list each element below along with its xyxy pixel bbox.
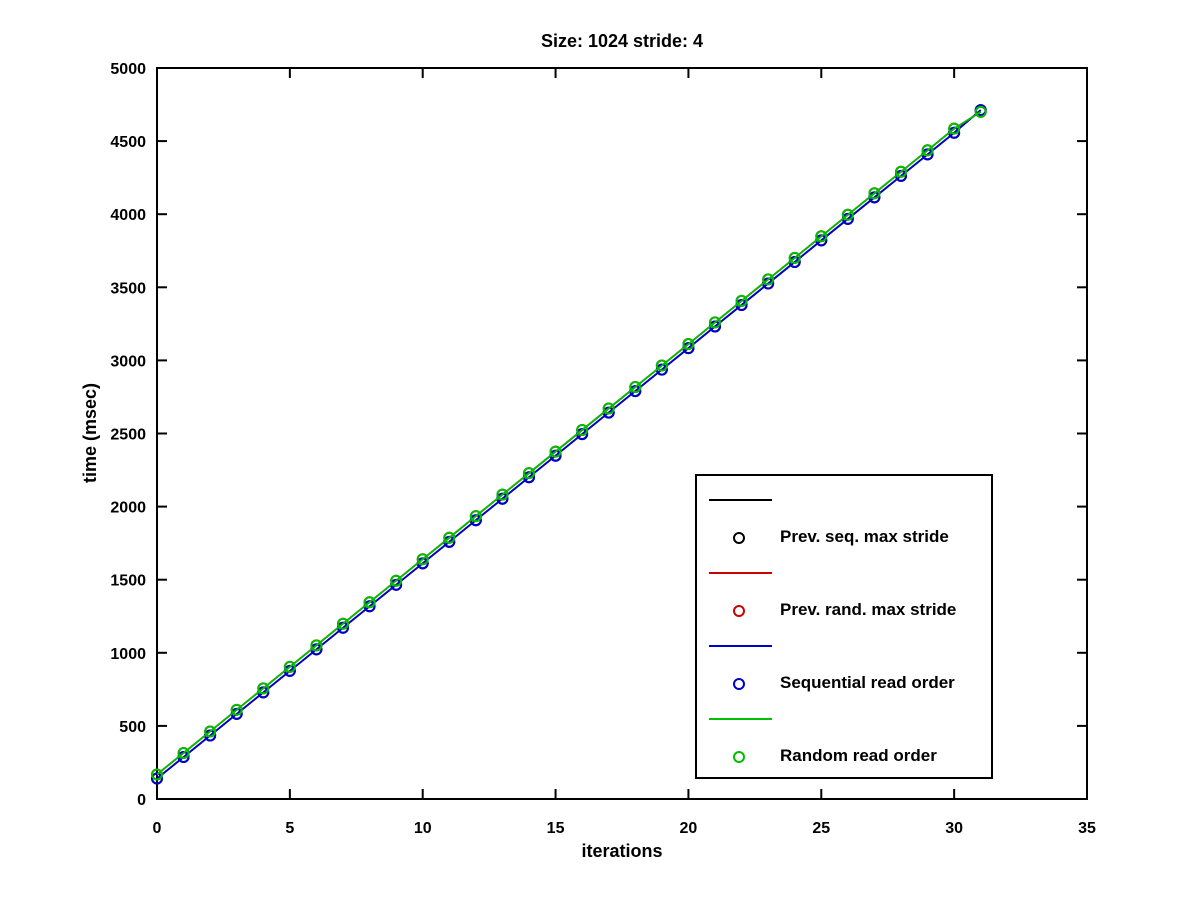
series-marker (363, 596, 376, 609)
series-marker (895, 165, 907, 178)
series-marker (815, 230, 828, 243)
series-marker (602, 402, 615, 415)
series-marker (496, 488, 509, 501)
legend-line-sample (709, 499, 772, 501)
y-tick-label: 0 (137, 792, 146, 809)
series-marker (416, 553, 429, 566)
series-marker (177, 746, 190, 759)
circle-marker-icon (733, 678, 745, 690)
x-tick-label: 5 (285, 820, 294, 837)
series-marker (948, 122, 961, 135)
series-marker (709, 316, 721, 329)
y-tick-label: 2000 (110, 500, 146, 517)
legend-line-sample (709, 572, 772, 574)
legend-entry-random: Random read order (697, 695, 991, 768)
legend-entry-sequential: Sequential read order (697, 622, 991, 695)
series-marker (841, 208, 854, 221)
series-marker (523, 467, 535, 480)
legend-line-sample (709, 645, 772, 647)
legend-label: Random read order (780, 746, 937, 765)
plot-title: Size: 1024 stride: 4 (540, 31, 704, 51)
y-tick-label: 4500 (110, 134, 146, 151)
series-marker (257, 682, 270, 695)
series-marker (735, 294, 748, 307)
series-marker (655, 359, 668, 372)
y-axis-label: time (msec) (80, 382, 100, 484)
y-tick-label: 1500 (110, 573, 146, 590)
series-marker (310, 639, 323, 652)
series-marker (283, 660, 296, 673)
x-tick-label: 30 (945, 820, 963, 837)
legend-line-sample (709, 718, 772, 720)
y-tick-label: 5000 (110, 61, 146, 78)
series-marker (443, 531, 456, 544)
x-tick-label: 35 (1078, 820, 1096, 837)
series-marker (337, 617, 349, 630)
x-tick-label: 10 (414, 820, 432, 837)
legend-entry-prev-rand: Prev. rand. max stride (697, 549, 991, 622)
series-marker (549, 445, 562, 458)
legend-label: Prev. rand. max stride (780, 600, 957, 619)
series-marker (469, 510, 482, 523)
series-marker (868, 187, 881, 200)
y-tick-label: 1000 (110, 646, 146, 663)
series-marker (974, 105, 987, 118)
circle-marker-icon (733, 605, 745, 617)
y-tick-label: 2500 (110, 427, 146, 444)
y-tick-label: 4000 (110, 207, 146, 224)
series-marker (230, 703, 243, 716)
circle-marker-icon (733, 532, 745, 544)
y-tick-label: 3000 (110, 353, 146, 370)
x-tick-label: 15 (547, 820, 565, 837)
legend: Prev. seq. max stride Prev. rand. max st… (695, 474, 993, 779)
y-tick-label: 3500 (110, 280, 146, 297)
x-axis-label: iterations (581, 841, 663, 861)
x-tick-label: 25 (812, 820, 830, 837)
series-marker (151, 768, 163, 781)
series-marker (921, 144, 934, 157)
legend-label: Sequential read order (780, 673, 955, 692)
series-marker (788, 251, 801, 264)
legend-label: Prev. seq. max stride (780, 527, 949, 546)
series-marker (682, 338, 695, 351)
x-tick-label: 20 (680, 820, 698, 837)
series-marker (629, 381, 642, 394)
series-marker (762, 273, 775, 286)
circle-marker-icon (733, 751, 745, 763)
series-marker (204, 725, 217, 738)
x-tick-label: 0 (153, 820, 162, 837)
y-tick-label: 500 (119, 719, 146, 736)
legend-entry-prev-seq: Prev. seq. max stride (697, 476, 991, 549)
series-marker (390, 574, 403, 587)
series-marker (576, 423, 589, 436)
